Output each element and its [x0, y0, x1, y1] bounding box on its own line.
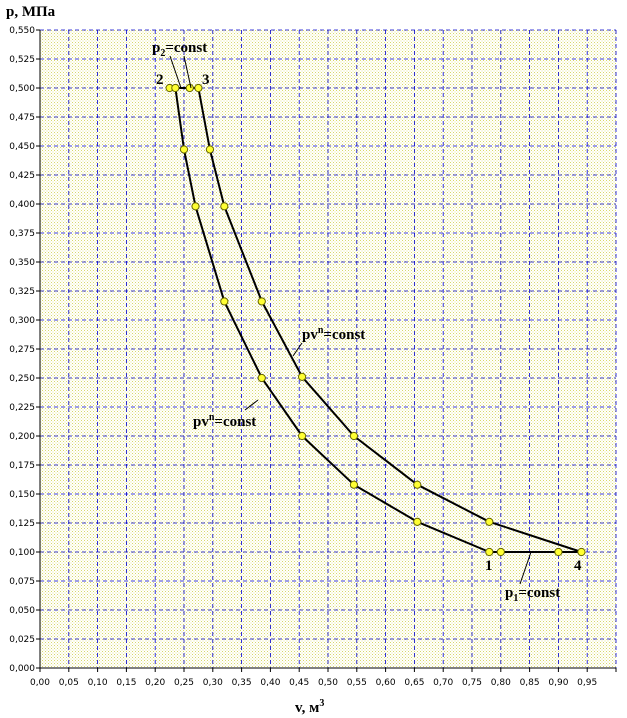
x-tick-label: 0,45: [289, 678, 309, 688]
p2-main: p: [152, 40, 160, 56]
annotation-pvn-upper: pvn=const: [302, 325, 365, 343]
y-tick-label: 0,425: [9, 171, 35, 181]
leader-p2-left: [169, 55, 182, 89]
x-tick-label: 0,90: [548, 678, 568, 688]
x-tick-label: 0,75: [462, 678, 482, 688]
data-point-marker: [349, 480, 359, 489]
y-tick-label: 0,475: [9, 113, 35, 123]
point-label-2: 2: [156, 72, 164, 88]
p2-rest: =const: [165, 40, 207, 56]
y-tick-label: 0,125: [9, 519, 35, 529]
p1-sub: 1: [513, 593, 518, 604]
x-tick-label: 0,80: [491, 678, 511, 688]
data-point-marker: [496, 547, 505, 557]
leader-p2-right: [183, 55, 192, 89]
x-tick-label: 0,35: [232, 678, 252, 688]
annotation-pvn-lower: pvn=const: [193, 412, 256, 430]
point-label-4: 4: [574, 558, 582, 574]
pvn-upper-sup: n: [318, 325, 324, 336]
x-tick-label: 0,55: [347, 678, 367, 688]
data-point-marker: [577, 547, 586, 557]
x-tick-label: 0,00: [30, 678, 50, 688]
leader-p1: [519, 551, 532, 585]
annotation-p2-const: p2=const: [152, 40, 207, 59]
data-point-marker: [205, 145, 215, 154]
x-tick-label: 0,40: [260, 678, 280, 688]
y-tick-label: 0,075: [9, 577, 35, 587]
data-point-marker: [257, 373, 266, 383]
data-point-marker: [220, 202, 229, 211]
pvn-upper-rest: =const: [323, 327, 365, 343]
p1-rest: =const: [518, 585, 560, 601]
data-point-marker: [171, 83, 180, 93]
y-tick-label: 0,050: [9, 606, 35, 616]
data-point-marker: [485, 547, 494, 557]
x-tick-label: 0,85: [520, 678, 540, 688]
y-tick-label: 0,100: [9, 548, 35, 558]
pvn-lower-main: pv: [193, 414, 209, 430]
x-tick-label: 0,15: [116, 678, 136, 688]
x-axis-title: v, м3: [295, 698, 324, 716]
data-point-marker: [297, 431, 307, 441]
x-tick-label: 0,10: [88, 678, 108, 688]
x-tick-labels: 0,00 0,05 0,10 0,15 0,20 0,25 0,30 0,35 0,40 0,45…: [30, 678, 597, 688]
x-tick-label: 0,20: [145, 678, 165, 688]
y-tick-label: 0,250: [9, 374, 35, 384]
y-tick-label: 0,350: [9, 258, 35, 268]
data-point-marker: [220, 297, 229, 306]
point-label-1: 1: [485, 558, 493, 574]
x-axis-title-sup: 3: [319, 698, 324, 709]
y-tick-label: 0,450: [9, 142, 35, 152]
y-tick-label: 0,225: [9, 403, 35, 413]
leader-pvn-upper: [292, 342, 303, 357]
y-tick-label: 0,500: [9, 84, 35, 94]
y-tick-label: 0,275: [9, 345, 35, 355]
data-point-marker: [349, 431, 359, 441]
data-point-marker: [185, 83, 194, 93]
data-point-marker: [413, 517, 422, 526]
x-tick-label: 0,65: [404, 678, 424, 688]
p2-sub: 2: [160, 48, 165, 59]
annotation-p1-const: p1=const: [505, 585, 560, 604]
x-tick-label: 0,05: [59, 678, 79, 688]
data-point-marker: [554, 547, 563, 557]
x-tick-label: 0,95: [577, 678, 597, 688]
pvn-upper-main: pv: [302, 327, 318, 343]
y-tick-label: 0,000: [9, 664, 35, 674]
x-tick-label: 0,30: [203, 678, 223, 688]
x-tick-label: 0,60: [376, 678, 396, 688]
x-tick-label: 0,25: [174, 678, 194, 688]
axes: [36, 29, 617, 672]
pvn-lower-rest: =const: [214, 414, 256, 430]
point-label-3: 3: [202, 72, 210, 88]
data-point-marker: [194, 83, 203, 93]
data-point-marker: [413, 480, 422, 489]
data-point-marker: [191, 202, 200, 211]
y-tick-labels: 0,000 0,025 0,050 0,075 0,100 0,125 0,150 0,175…: [9, 26, 35, 674]
data-point-marker: [257, 297, 266, 306]
data-point-marker: [297, 372, 307, 381]
x-tick-label: 0,70: [433, 678, 453, 688]
y-tick-label: 0,025: [9, 635, 35, 645]
y-tick-label: 0,325: [9, 287, 35, 297]
y-tick-label: 0,200: [9, 432, 35, 442]
data-markers: [165, 83, 586, 557]
y-tick-label: 0,550: [9, 26, 35, 36]
y-axis-title: p, МПа: [6, 4, 56, 20]
y-tick-label: 0,300: [9, 316, 35, 326]
data-point-marker: [179, 145, 189, 154]
x-axis-title-main: v, м: [295, 700, 319, 716]
leader-pvn-lower: [244, 399, 259, 411]
y-tick-label: 0,150: [9, 490, 35, 500]
y-tick-label: 0,400: [9, 200, 35, 210]
y-tick-label: 0,525: [9, 55, 35, 65]
data-point-marker: [485, 517, 494, 526]
p1-main: p: [505, 585, 513, 601]
y-tick-label: 0,375: [9, 229, 35, 239]
pvn-lower-sup: n: [209, 412, 215, 423]
x-tick-label: 0,50: [318, 678, 338, 688]
y-tick-label: 0,175: [9, 461, 35, 471]
